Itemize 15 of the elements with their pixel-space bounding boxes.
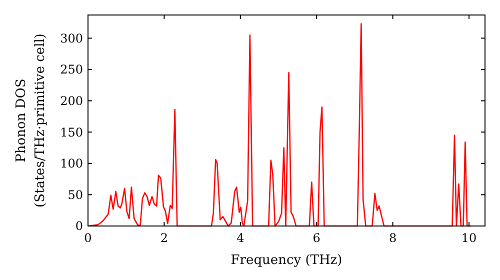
y-tick-label: 100	[60, 156, 83, 171]
y-axis-title: Phonon DOS (States/THz·primitive cell)	[14, 33, 48, 208]
x-tick-label: 10	[461, 231, 477, 245]
x-tick-label: 0	[84, 231, 92, 245]
y-tick-label: 0	[75, 219, 83, 234]
x-tick-label: 2	[160, 231, 168, 245]
y-tick-label: 250	[60, 62, 83, 77]
y-tick-label: 200	[60, 94, 83, 108]
y-tick-label: 50	[68, 188, 83, 202]
x-tick-label: 8	[388, 231, 397, 245]
x-tick-label: 6	[312, 231, 320, 245]
x-axis-title: Frequency (THz)	[230, 253, 342, 268]
y-tick-label: 300	[60, 31, 83, 46]
x-tick-label: 4	[236, 231, 245, 245]
y-tick-label: 150	[60, 125, 83, 140]
